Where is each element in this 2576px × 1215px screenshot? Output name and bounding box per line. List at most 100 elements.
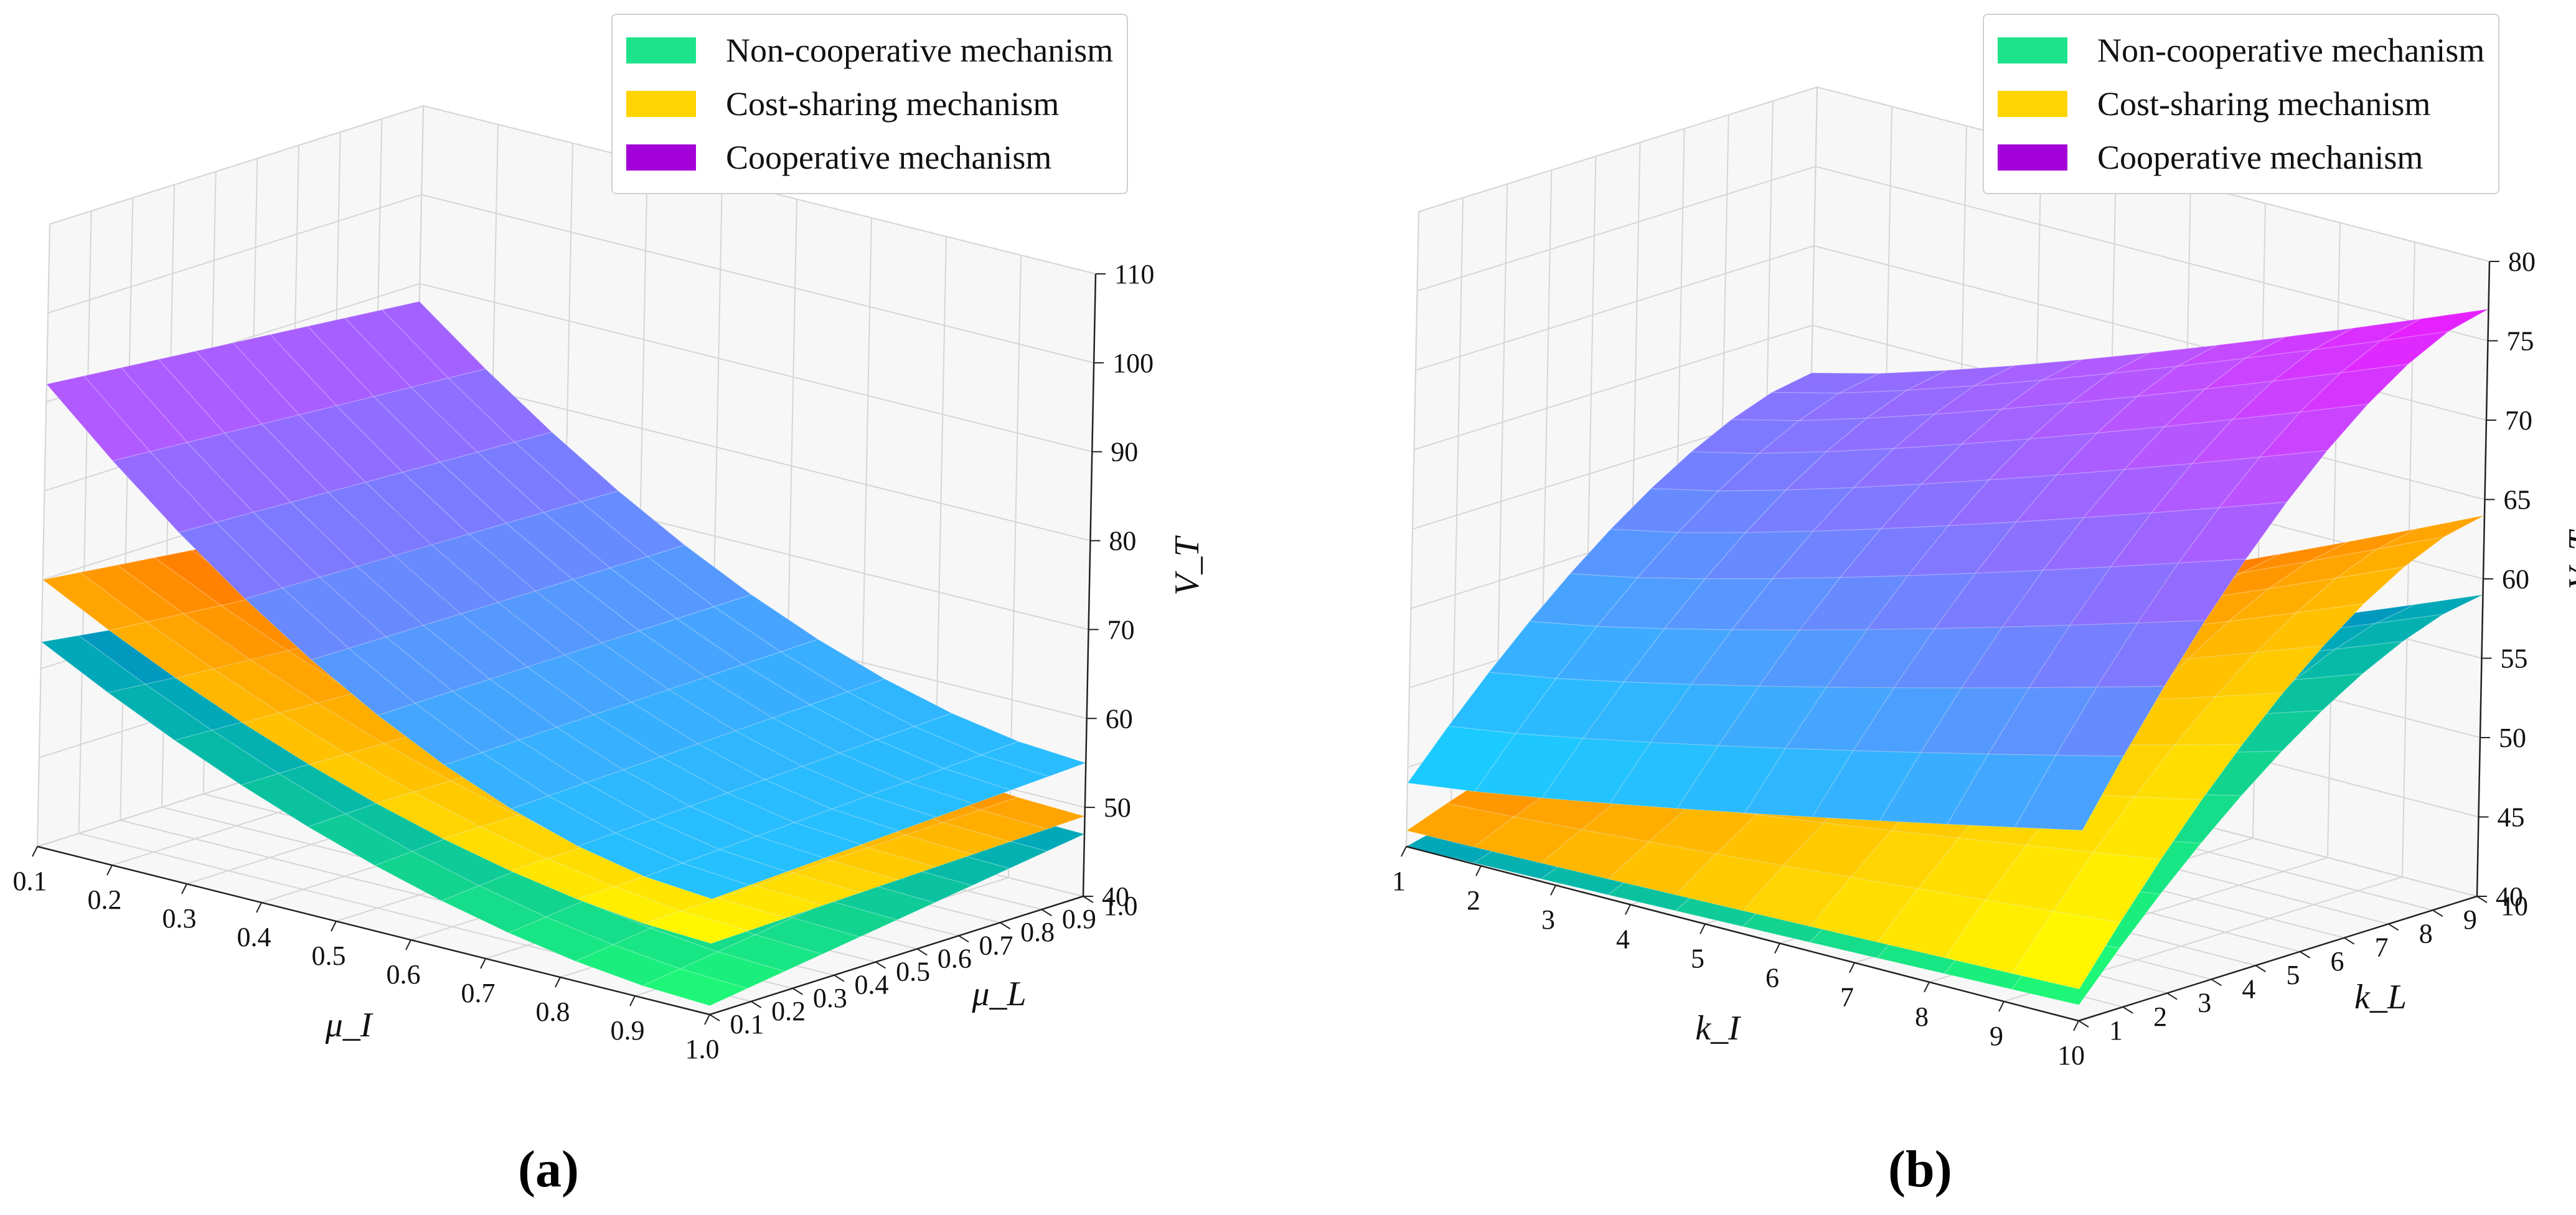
legend-entry-cooperative: Cooperative mechanism [1998, 131, 2484, 184]
x-axis-line [37, 845, 710, 1016]
surface-patch [905, 767, 1013, 805]
z-tick-label: 50 [1104, 792, 1131, 823]
panel-caption-a: (a) [518, 1140, 579, 1198]
x-tick [1625, 904, 1631, 915]
x-tick-label: 0.1 [13, 866, 47, 896]
surface-patch [2334, 614, 2443, 650]
y-tick-label: 1 [2109, 1015, 2123, 1046]
y-tick [2300, 951, 2311, 959]
y-tick-label: 0.8 [1020, 917, 1055, 947]
y-tick-label: 6 [2331, 946, 2344, 977]
z-axis-label: V_T [2562, 528, 2576, 589]
y-tick [2388, 923, 2399, 931]
x-tick [555, 977, 561, 988]
x-tick [629, 995, 636, 1006]
y-tick [958, 935, 969, 943]
legend-entry-cooperative: Cooperative mechanism [626, 131, 1113, 184]
panel-caption-b: (b) [1888, 1140, 1952, 1198]
z-tick-label: 40 [1102, 881, 1129, 912]
y-tick [1083, 896, 1094, 903]
y-tick [875, 961, 886, 969]
legend-swatch-cost-sharing [1998, 91, 2067, 117]
gridline [49, 105, 1096, 274]
y-tick-label: 0.7 [979, 930, 1013, 960]
z-tick-label: 80 [1109, 526, 1136, 556]
y-tick-label: 0.5 [896, 957, 930, 987]
x-tick [704, 1014, 710, 1025]
x-tick-label: 1 [1392, 866, 1406, 896]
z-tick-label: 45 [2498, 802, 2525, 833]
legend-swatch-cooperative [1998, 144, 2067, 171]
z-tick-label: 90 [1111, 437, 1138, 467]
surface-patch [679, 951, 786, 989]
y-axis-label: k_L [2354, 978, 2407, 1016]
y-tick [2211, 978, 2222, 987]
y-tick-label: 0.4 [855, 970, 889, 1000]
x-tick [32, 846, 38, 857]
surface-patch [642, 910, 750, 944]
y-tick [2344, 937, 2355, 945]
z-tick-label: 70 [1107, 614, 1135, 645]
surface-patch [2339, 331, 2450, 374]
tick-labels: 0.10.20.30.40.50.60.70.80.91.00.1 0.2 0.3 0… [13, 259, 1155, 1064]
y-axis-line [2078, 895, 2478, 1022]
x-tick-label: 0.4 [237, 922, 271, 952]
y-tick-label: 10 [2501, 891, 2528, 921]
x-tick [181, 883, 187, 894]
z-axis-line [1082, 273, 1097, 897]
x-tick [1699, 923, 1706, 934]
x-axis-label: k_I [1695, 1009, 1741, 1048]
z-tick-label: 60 [1106, 703, 1133, 734]
y-tick-label: 0.3 [813, 983, 847, 1013]
x-tick [1550, 884, 1556, 896]
y-tick [2078, 1020, 2089, 1028]
surface-patch [641, 968, 749, 1006]
chart-plot-a: 0.10.20.30.40.50.60.70.80.91.00.1 0.2 0.3 0… [13, 105, 1206, 1064]
x-tick [1401, 846, 1407, 857]
y-tick [2255, 965, 2266, 972]
chart-legend-b: Non-cooperative mechanism Cost-sharing m… [1983, 14, 2500, 194]
x-axis-line [1406, 845, 2079, 1022]
x-tick [1998, 1001, 2005, 1012]
y-tick-label: 4 [2242, 973, 2255, 1004]
x-tick-label: 4 [1616, 924, 1630, 954]
x-tick-label: 8 [1915, 1002, 1929, 1032]
x-tick [2073, 1020, 2079, 1031]
surface-patch [2011, 911, 2121, 990]
legend-swatch-cooperative [626, 144, 696, 171]
y-tick [1041, 909, 1052, 916]
legend-entry-non-cooperative: Non-cooperative mechanism [626, 24, 1113, 77]
z-tick-label: 80 [2508, 246, 2536, 277]
z-tick-label: 70 [2505, 405, 2532, 436]
legend-label: Non-cooperative mechanism [726, 32, 1114, 69]
gridline [1417, 166, 2488, 342]
surfaces [40, 301, 1088, 1006]
x-tick-label: 0.5 [312, 941, 346, 971]
y-tick [751, 1001, 762, 1008]
x-tick [1849, 962, 1855, 973]
chart-panel-b: 1 2 3 4 5 6 7 8 9 10 1 2 3 4 5 6 7 8 9 10 40 45 50 55 60 65 70 75 80… [1288, 0, 2576, 1215]
legend-label: Cost-sharing mechanism [726, 85, 1060, 123]
z-tick-label: 55 [2501, 644, 2528, 674]
x-tick-label: 10 [2057, 1040, 2085, 1071]
legend-swatch-cost-sharing [626, 91, 696, 117]
x-tick [256, 902, 262, 913]
y-tick [1000, 922, 1011, 930]
gridline [120, 197, 134, 820]
surface-patch [2254, 603, 2366, 654]
y-tick-label: 1.0 [1104, 891, 1138, 921]
axes [37, 273, 1097, 1016]
y-tick-label: 8 [2419, 918, 2433, 949]
chart-panel-a: 0.1 0.2 0.3 0.4 0.5 0.6 0.7 0.8 0.9 1.0 0.1 0.2 0.3 0… [13, 14, 1206, 1198]
x-tick-label: 2 [1467, 885, 1480, 916]
y-axis-line [709, 895, 1084, 1016]
x-tick [405, 939, 411, 950]
y-tick-label: 0.9 [1062, 904, 1096, 934]
surface-patch [2293, 640, 2405, 681]
legend-entry-cost-sharing: Cost-sharing mechanism [626, 77, 1113, 131]
z-tick-label: 60 [2502, 564, 2529, 594]
x-axis-label: μ_I [325, 1006, 374, 1044]
gridline [78, 210, 92, 833]
surface-patch [754, 872, 862, 906]
